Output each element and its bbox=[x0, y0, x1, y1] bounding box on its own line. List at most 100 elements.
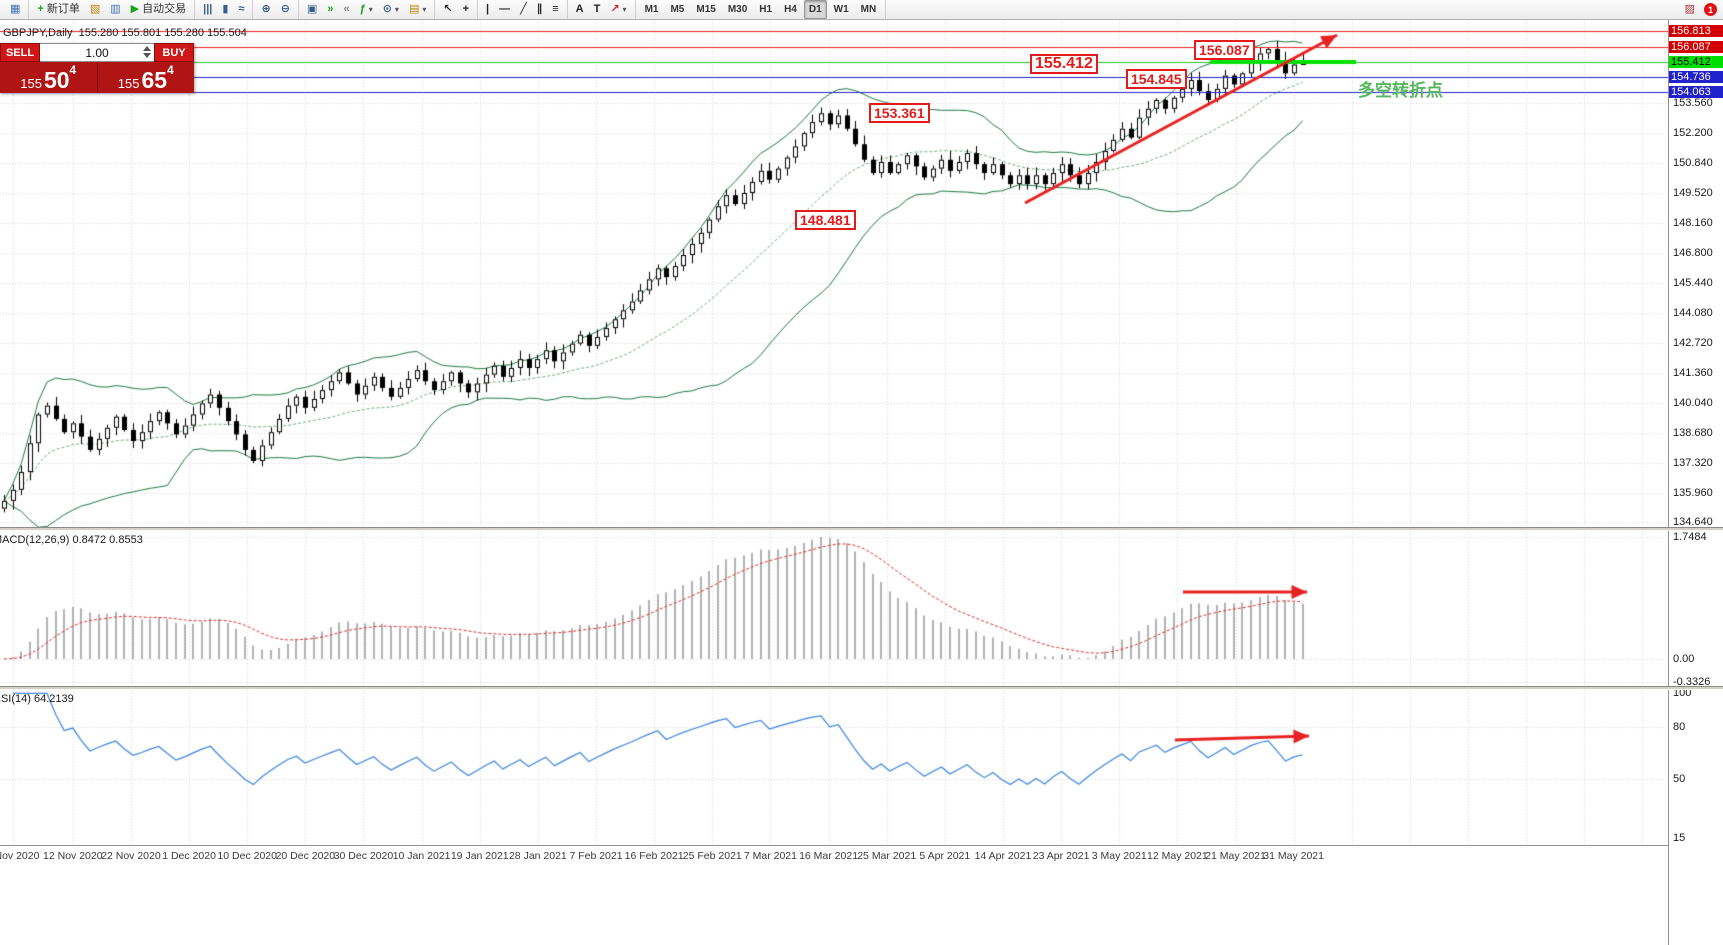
new-order-button[interactable]: + 新订单 bbox=[33, 0, 83, 19]
price-tick: 142.720 bbox=[1673, 337, 1713, 350]
periods-icon[interactable]: ⊙ ▾ bbox=[379, 0, 403, 19]
time-tick: 19 Jan 2021 bbox=[450, 850, 509, 862]
price-flag-annotation[interactable]: 154.845 bbox=[1126, 69, 1187, 89]
price-flag-annotation[interactable]: 156.087 bbox=[1194, 40, 1255, 60]
arrows-tool-icon[interactable]: ↗ ▾ bbox=[606, 0, 630, 19]
label-icon[interactable]: T bbox=[590, 0, 605, 19]
crosshair-icon[interactable]: + bbox=[459, 0, 473, 19]
chart-shift-icon-glyph: « bbox=[343, 3, 350, 15]
time-tick: 5 Apr 2021 bbox=[919, 850, 971, 862]
horizontal-line-icon[interactable]: — bbox=[495, 0, 514, 19]
alerts-icon[interactable]: ▨ bbox=[1684, 3, 1695, 15]
label-icon-glyph: T bbox=[593, 3, 601, 15]
zoom-in-icon[interactable]: ⊕ bbox=[257, 0, 274, 19]
chart-shift-icon[interactable]: « bbox=[339, 0, 353, 19]
price-tick: 153.560 bbox=[1673, 97, 1713, 110]
buy-price[interactable]: 155 65 4 bbox=[98, 62, 195, 93]
time-tick: 21 May 2021 bbox=[1205, 850, 1266, 862]
tf-h4-button[interactable]: H4 bbox=[784, 4, 797, 15]
tf-d1-button[interactable]: D1 bbox=[803, 0, 827, 19]
rsi-pane-canvas[interactable] bbox=[0, 690, 1668, 845]
tf-m15-button[interactable]: M15 bbox=[696, 4, 716, 15]
volume-input[interactable]: 1.00 bbox=[40, 43, 154, 62]
price-tick: 144.080 bbox=[1673, 307, 1713, 320]
tile-windows-icon[interactable]: ▣ bbox=[303, 0, 321, 19]
toolbar-groups: ▦ + 新订单 ▧ ▥ ▶ 自动交易 ||| ▮ ≈ ⊕ ⊖ ▣» «ƒ ▾ ⊙ ▾ ▤ ▾ ↖ + | — ╱ ∥ ≡ A T ↗ ▾ M… bbox=[2, 0, 1680, 19]
vertical-line-icon[interactable]: | bbox=[482, 0, 493, 19]
time-tick: 30 Dec 2020 bbox=[333, 850, 394, 862]
new-order-button-glyph: + bbox=[37, 3, 44, 15]
bar-chart-icon[interactable]: ||| bbox=[199, 0, 216, 19]
autotrading-button[interactable]: ▶ 自动交易 bbox=[127, 0, 190, 19]
price-tick: 148.160 bbox=[1673, 216, 1713, 229]
pane-separator[interactable] bbox=[0, 527, 1723, 531]
price-flag-annotation[interactable]: 153.361 bbox=[869, 103, 930, 123]
notification-badge[interactable]: 1 bbox=[1704, 3, 1717, 16]
text-icon[interactable]: A bbox=[572, 0, 588, 19]
autotrading-button-label: 自动交易 bbox=[142, 3, 187, 15]
arrows-tool-icon-glyph: ↗ bbox=[610, 3, 620, 15]
price-flag-annotation[interactable]: 148.481 bbox=[795, 210, 856, 230]
trendline-icon-glyph: ╱ bbox=[520, 3, 527, 15]
price-tick: 134.640 bbox=[1673, 516, 1713, 529]
macd-pane-canvas[interactable] bbox=[0, 531, 1668, 686]
dropdown-caret-icon[interactable]: ▾ bbox=[394, 5, 399, 14]
time-tick: 10 Dec 2020 bbox=[217, 850, 277, 862]
toolbar-group: ↖ + bbox=[435, 0, 479, 19]
vertical-line-icon-glyph: | bbox=[486, 3, 490, 15]
cursor-icon[interactable]: ↖ bbox=[439, 0, 456, 19]
price-axis[interactable]: 153.560 152.200 150.840 149.520 148.160 146.8… bbox=[1668, 20, 1723, 945]
bull-bear-turning-point-note[interactable]: 多空转折点 bbox=[1358, 81, 1443, 100]
tf-h1-button[interactable]: H1 bbox=[759, 4, 773, 15]
rsi-axis-tick: 50 bbox=[1673, 772, 1686, 785]
dropdown-caret-icon[interactable]: ▾ bbox=[368, 5, 373, 14]
time-tick: 7 Mar 2021 bbox=[743, 850, 797, 862]
price-tick: 150.840 bbox=[1673, 157, 1713, 170]
time-tick: 16 Feb 2021 bbox=[624, 850, 684, 862]
chart-window-icon-glyph: ▦ bbox=[10, 3, 21, 15]
buy-button[interactable]: BUY bbox=[154, 43, 194, 62]
fibonacci-icon[interactable]: ≡ bbox=[548, 0, 562, 19]
price-tick: 149.520 bbox=[1673, 186, 1713, 199]
volume-up-arrow-icon[interactable] bbox=[143, 46, 151, 51]
volume-value: 1.00 bbox=[85, 45, 109, 60]
horizontal-line-icon-glyph: — bbox=[499, 3, 511, 15]
channel-icon[interactable]: ∥ bbox=[533, 0, 547, 19]
trendline-icon[interactable]: ╱ bbox=[516, 0, 531, 19]
price-tick: 145.440 bbox=[1673, 276, 1713, 289]
toolbar-group: ||| ▮ ≈ bbox=[195, 0, 254, 19]
sell-price[interactable]: 155 50 4 bbox=[0, 62, 98, 93]
sell-price-point: 4 bbox=[69, 63, 77, 77]
candlestick-chart-icon[interactable]: ▮ bbox=[218, 0, 232, 19]
buy-price-pips: 65 bbox=[141, 67, 168, 93]
price-line-tag: 154.063 bbox=[1669, 85, 1723, 98]
tf-m1-button[interactable]: M1 bbox=[644, 4, 659, 15]
auto-scroll-icon[interactable]: » bbox=[323, 0, 337, 19]
buy-price-big-figure: 155 bbox=[117, 76, 140, 91]
tf-m30-button[interactable]: M30 bbox=[727, 4, 748, 15]
chart-screenshot-icon[interactable]: ▧ bbox=[86, 0, 104, 19]
dropdown-caret-icon[interactable]: ▾ bbox=[622, 5, 627, 14]
templates-icon[interactable]: ▤ ▾ bbox=[405, 0, 430, 19]
macd-axis-tick: 0.00 bbox=[1673, 652, 1695, 665]
zoom-out-icon[interactable]: ⊖ bbox=[277, 0, 294, 19]
volume-down-arrow-icon[interactable] bbox=[143, 53, 151, 58]
dropdown-caret-icon[interactable]: ▾ bbox=[422, 5, 427, 14]
price-tick: 152.200 bbox=[1673, 127, 1713, 140]
tf-mn-button[interactable]: MN bbox=[860, 4, 877, 15]
main-chart-canvas[interactable] bbox=[0, 20, 1668, 527]
market-depth-icon[interactable]: ▥ bbox=[106, 0, 124, 19]
price-tick: 141.360 bbox=[1673, 367, 1713, 380]
indicators-icon[interactable]: ƒ ▾ bbox=[356, 0, 377, 19]
chart-window-icon[interactable]: ▦ bbox=[6, 0, 24, 19]
chart-symbol-ohlc: GBPJPY,Daily 155.280 155.801 155.280 155… bbox=[3, 27, 247, 39]
macd-axis-tick: -0.3326 bbox=[1673, 676, 1711, 689]
line-chart-icon[interactable]: ≈ bbox=[234, 0, 248, 19]
sell-button[interactable]: SELL bbox=[0, 43, 40, 62]
time-tick: 25 Feb 2021 bbox=[682, 850, 742, 862]
tf-m5-button[interactable]: M5 bbox=[670, 4, 685, 15]
tf-w1-button[interactable]: W1 bbox=[833, 4, 849, 15]
pane-separator[interactable] bbox=[0, 686, 1723, 690]
price-flag-annotation[interactable]: 155.412 bbox=[1030, 54, 1098, 74]
